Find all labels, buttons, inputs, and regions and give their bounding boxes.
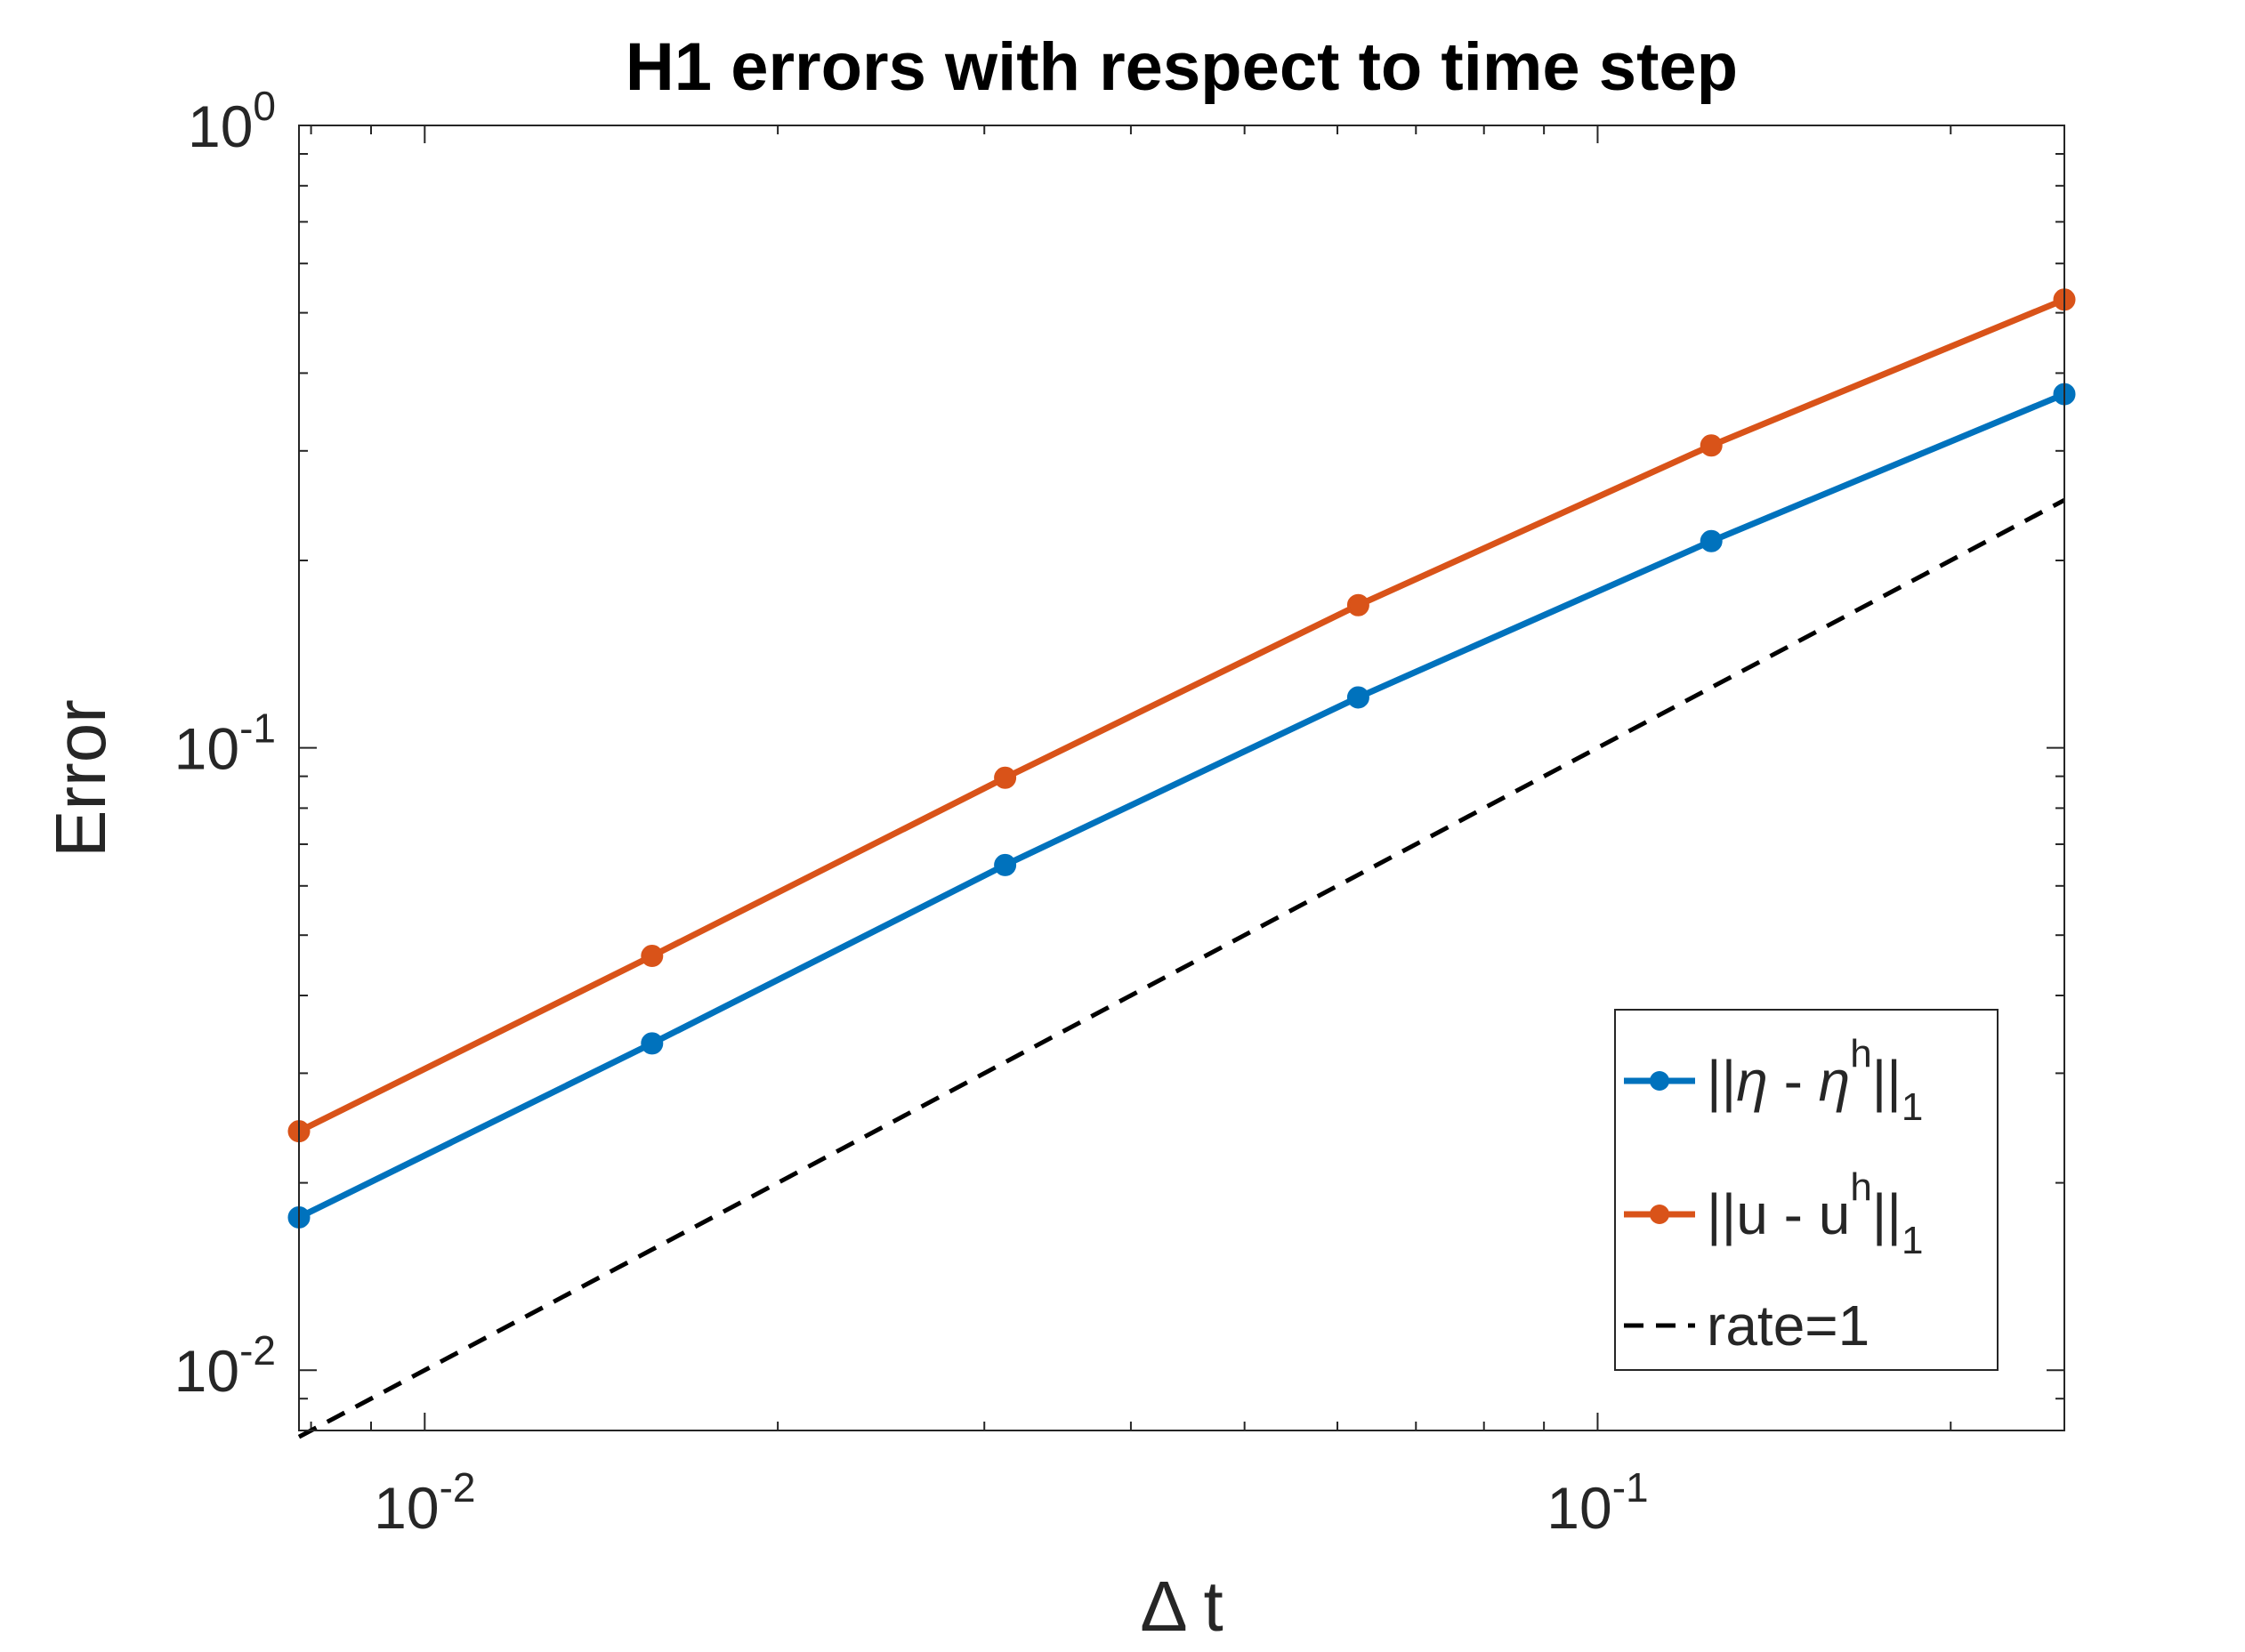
legend-label-1: ||η - ηh||1 xyxy=(1707,1032,1923,1129)
y-tick-label: 10-1 xyxy=(174,705,276,782)
data-point xyxy=(994,853,1017,876)
data-point xyxy=(1346,593,1369,616)
series-layer xyxy=(287,288,2076,1439)
tick-labels: 10-2 10-1 10-2 10-1 100 xyxy=(174,83,1649,1541)
x-tick-label: 10-1 xyxy=(1546,1464,1648,1541)
y-axis-label: Error xyxy=(41,699,120,858)
series-line-1 xyxy=(297,391,2066,1221)
legend-marker-2 xyxy=(1650,1205,1669,1224)
y-tick-label: 100 xyxy=(188,83,276,159)
x-axis-label: Δ t xyxy=(1140,1567,1223,1646)
data-point xyxy=(1700,529,1723,552)
data-point xyxy=(994,766,1017,789)
y-tick-label: 10-2 xyxy=(174,1327,276,1404)
chart-title: H1 errors with respect to time step xyxy=(626,29,1738,105)
legend-label-3: rate=1 xyxy=(1707,1293,1869,1358)
data-point xyxy=(1346,686,1369,709)
series-line-2 xyxy=(297,296,2066,1134)
data-point xyxy=(1700,434,1723,457)
minor-ticks xyxy=(299,125,2064,1430)
legend-label-2: ||u - uh||1 xyxy=(1707,1165,1924,1262)
series-line-3 xyxy=(297,497,2066,1439)
legend-marker-1 xyxy=(1650,1071,1669,1091)
x-tick-label: 10-2 xyxy=(374,1464,475,1541)
legend: ||η - ηh||1 ||u - uh||1 rate=1 xyxy=(1614,1009,1999,1371)
legend-box xyxy=(1614,1009,1999,1371)
data-point xyxy=(641,945,664,968)
axes-box xyxy=(298,125,2065,1431)
data-point xyxy=(641,1032,664,1055)
